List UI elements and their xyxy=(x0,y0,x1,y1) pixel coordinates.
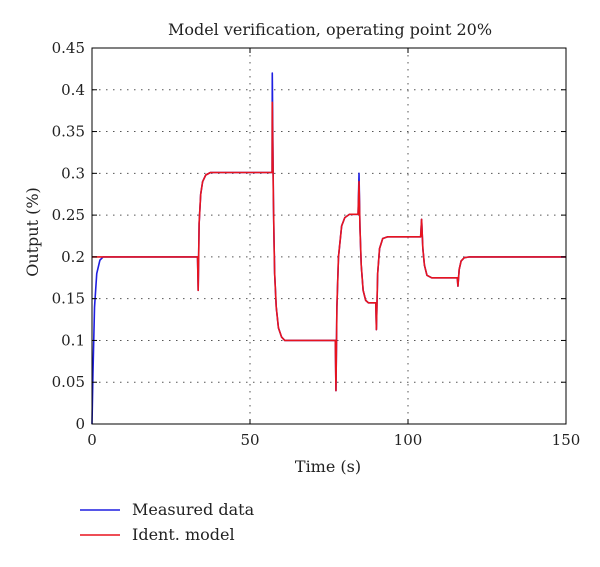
x-axis-title: Time (s) xyxy=(295,457,361,476)
series-layer xyxy=(91,72,566,425)
y-tick-label: 0.4 xyxy=(61,81,85,99)
y-tick-label: 0.35 xyxy=(52,123,85,141)
x-tick-label: 50 xyxy=(240,431,259,449)
y-tick-label: 0.3 xyxy=(61,164,85,182)
y-tick-label: 0.45 xyxy=(52,39,85,57)
ticks: 0 0.05 0.1 0.15 0.2 0.25 0.3 0.35 0.4 0.45 0 50 100 1… xyxy=(52,39,581,449)
y-tick-label: 0.25 xyxy=(52,206,85,224)
y-tick-label: 0.15 xyxy=(52,290,85,308)
x-tick-label: 100 xyxy=(394,431,423,449)
series-line-model xyxy=(91,101,566,392)
y-tick-label: 0.2 xyxy=(61,248,85,266)
y-tick-label: 0.05 xyxy=(52,373,85,391)
y-tick-label: 0 xyxy=(75,415,85,433)
legend: Measured data Ident. model xyxy=(80,500,255,544)
plot-frame xyxy=(91,47,567,425)
chart-title: Model verification, operating point 20% xyxy=(168,20,492,39)
legend-label: Measured data xyxy=(132,500,255,519)
y-tick-label: 0.1 xyxy=(61,331,85,349)
y-axis-title: Output (%) xyxy=(23,187,42,277)
legend-label: Ident. model xyxy=(132,525,235,544)
x-tick-label: 0 xyxy=(87,431,97,449)
x-tick-label: 150 xyxy=(552,431,581,449)
